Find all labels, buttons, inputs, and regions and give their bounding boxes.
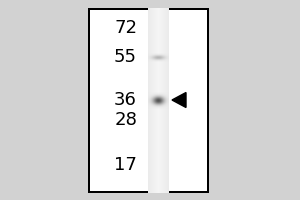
- Text: 17: 17: [114, 156, 137, 174]
- Polygon shape: [172, 92, 186, 108]
- Text: 28: 28: [114, 111, 137, 129]
- Text: 55: 55: [114, 48, 137, 66]
- Text: 72: 72: [114, 19, 137, 37]
- Text: 36: 36: [114, 91, 137, 109]
